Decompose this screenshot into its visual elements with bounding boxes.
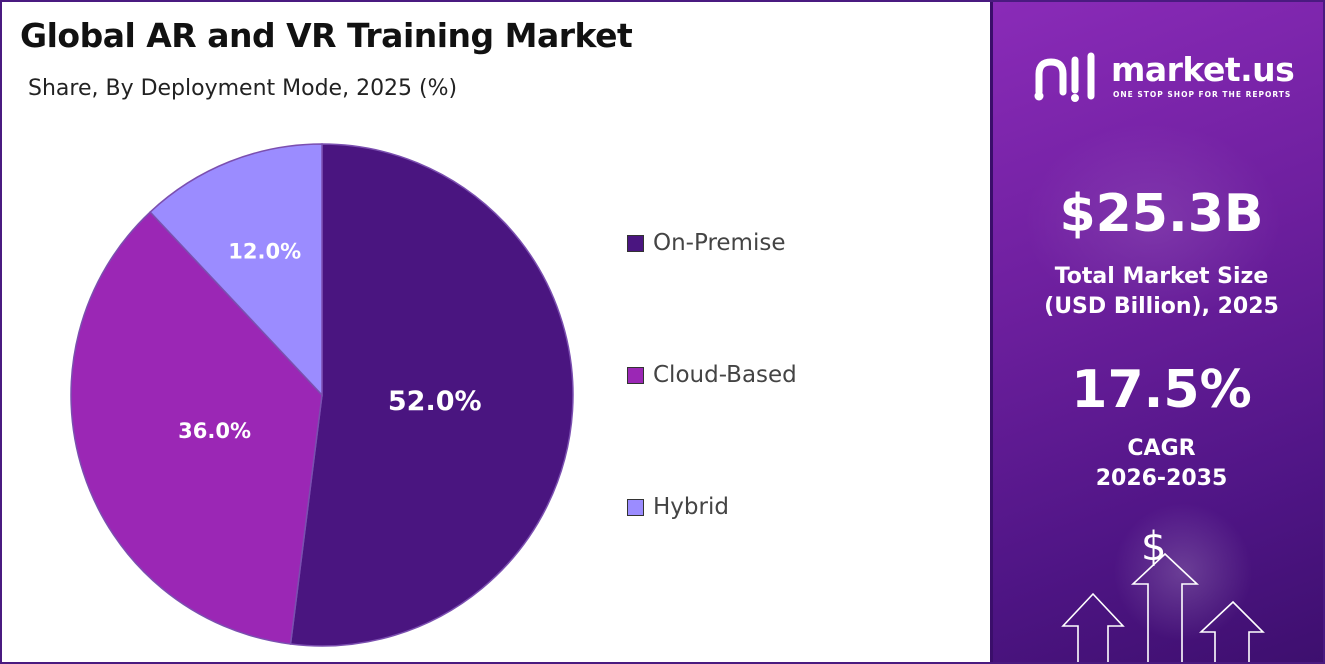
legend-item-cloud-based: Cloud-Based: [627, 362, 797, 388]
data-label-cloud-based: 36.0%: [178, 419, 251, 443]
legend-swatch: [627, 366, 644, 384]
legend-item-on-premise: On-Premise: [627, 230, 785, 256]
legend-label: Hybrid: [653, 494, 729, 520]
legend-label: Cloud-Based: [653, 362, 797, 388]
legend-item-hybrid: Hybrid: [627, 494, 729, 520]
chart-title: Global AR and VR Training Market: [20, 16, 633, 55]
cagr-value: 17.5%: [1071, 360, 1252, 420]
pie-chart: 52.0% 36.0% 12.0%: [70, 143, 574, 647]
legend-swatch: [627, 498, 644, 516]
dollar-icon: $: [1141, 524, 1167, 570]
pie-slice-hybrid: [149, 143, 323, 397]
pie-slice-on-premise: [289, 143, 574, 647]
market-size-label-line2: (USD Billion), 2025: [1044, 294, 1279, 319]
legend-swatch: [627, 234, 644, 252]
brand-logo: market.us ONE STOP SHOP FOR THE REPORTS: [1033, 48, 1313, 108]
brand-tagline: ONE STOP SHOP FOR THE REPORTS: [1113, 90, 1292, 99]
chart-panel: Global AR and VR Training Market Share, …: [2, 2, 990, 662]
cagr-label-line2: 2026-2035: [1095, 466, 1228, 491]
legend-label: On-Premise: [653, 230, 786, 256]
market-size-value: $25.3B: [1059, 184, 1264, 244]
brand-name: market.us: [1111, 50, 1295, 89]
chart-subtitle: Share, By Deployment Mode, 2025 (%): [28, 76, 458, 101]
cagr-label-line1: CAGR: [1127, 436, 1196, 461]
coin-glow: [1113, 502, 1253, 642]
summary-panel: market.us ONE STOP SHOP FOR THE REPORTS …: [990, 2, 1323, 662]
pie-slice-cloud-based: [70, 210, 323, 645]
background-glow: [1023, 122, 1283, 322]
data-label-on-premise: 52.0%: [388, 386, 482, 417]
growth-arrows-icon: [1061, 552, 1265, 662]
market-us-logo-icon: [1034, 52, 1095, 102]
data-label-hybrid: 12.0%: [228, 239, 301, 263]
market-size-label-line1: Total Market Size: [1054, 264, 1269, 289]
